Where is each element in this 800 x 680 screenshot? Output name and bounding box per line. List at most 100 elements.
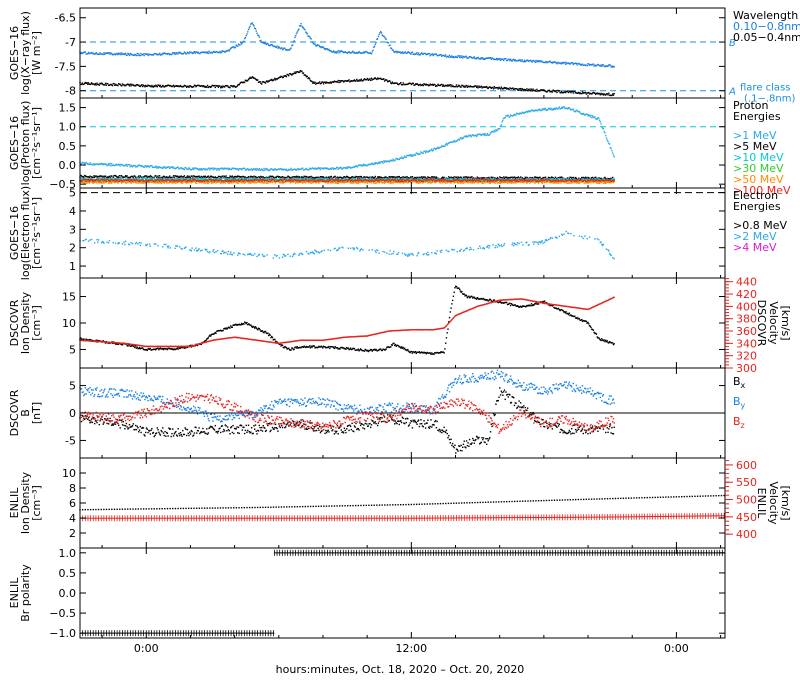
- data-point: [378, 33, 380, 36]
- data-point: [386, 41, 388, 43]
- data-point: [548, 178, 550, 180]
- data-point: [325, 179, 328, 182]
- data-point: [444, 54, 447, 56]
- data-point: [98, 53, 101, 55]
- data-point: [590, 181, 592, 184]
- data-point: [366, 52, 369, 54]
- data-point: [557, 178, 559, 180]
- data-point: [113, 179, 115, 182]
- data-point: [598, 178, 600, 181]
- data-point: [138, 84, 140, 86]
- data-point: [286, 49, 288, 51]
- data-point: [536, 177, 539, 179]
- data-point: [294, 72, 297, 75]
- data-point: [601, 180, 604, 182]
- data-point: [401, 51, 404, 53]
- data-point: [83, 181, 85, 184]
- data-point: [251, 22, 254, 24]
- data-point: [488, 176, 490, 179]
- data-point: [110, 175, 112, 177]
- data-point: [380, 180, 383, 183]
- data-point: [518, 59, 520, 62]
- data-point: [127, 176, 129, 179]
- data-point: [485, 181, 488, 183]
- data-point: [449, 179, 452, 182]
- data-point: [131, 53, 133, 56]
- data-point: [501, 121, 503, 123]
- data-point: [179, 84, 182, 87]
- data-point: [141, 180, 144, 182]
- data-point: [506, 182, 509, 184]
- data-point: [482, 133, 485, 135]
- data-point: [297, 177, 299, 179]
- data-point: [342, 81, 345, 83]
- data-point: [400, 176, 403, 179]
- data-point: [431, 53, 433, 56]
- data-point: [375, 177, 377, 180]
- data-point: [497, 57, 499, 60]
- data-point: [194, 178, 196, 180]
- data-point: [375, 162, 377, 164]
- data-point: [194, 180, 196, 183]
- data-point: [359, 79, 362, 82]
- data-point: [210, 179, 213, 181]
- data-point: [438, 181, 441, 184]
- data-point: [243, 178, 246, 180]
- data-point: [490, 131, 492, 133]
- data-point: [455, 180, 458, 183]
- data-point: [612, 181, 615, 184]
- data-point: [515, 176, 517, 179]
- data-point: [87, 180, 90, 182]
- data-point: [199, 85, 201, 87]
- data-point: [265, 167, 268, 170]
- data-point: [377, 177, 380, 179]
- data-point: [151, 180, 154, 183]
- data-point: [138, 177, 141, 179]
- data-point: [500, 177, 503, 179]
- data-point: [325, 177, 328, 180]
- data-point: [490, 58, 492, 60]
- data-point: [281, 168, 283, 171]
- data-point: [235, 168, 237, 170]
- data-point: [550, 108, 553, 111]
- data-point: [200, 177, 203, 179]
- data-point: [98, 175, 101, 178]
- data-point: [421, 83, 424, 86]
- data-point: [567, 177, 570, 180]
- data-point: [505, 87, 507, 89]
- data-point: [342, 181, 344, 184]
- data-point: [267, 182, 269, 185]
- data-point: [369, 52, 371, 54]
- data-point: [148, 53, 150, 55]
- data-point: [424, 180, 427, 183]
- data-point: [81, 82, 84, 84]
- data-point: [568, 182, 571, 184]
- data-point: [552, 89, 554, 91]
- data-point: [543, 108, 546, 111]
- data-point: [233, 47, 236, 49]
- data-point: [487, 177, 489, 179]
- data-point: [533, 60, 535, 62]
- data-point: [486, 132, 489, 135]
- data-point: [270, 176, 272, 178]
- data-point: [83, 176, 85, 179]
- data-point: [213, 181, 216, 183]
- data-point: [468, 178, 470, 180]
- data-point: [99, 163, 101, 165]
- data-point: [129, 178, 131, 181]
- data-point: [157, 182, 159, 184]
- data-point: [340, 80, 343, 82]
- data-point: [383, 161, 386, 163]
- data-point: [243, 167, 245, 169]
- data-point: [369, 163, 371, 166]
- data-point: [203, 181, 206, 184]
- data-point: [518, 113, 520, 115]
- data-point: [569, 176, 571, 178]
- data-point: [441, 54, 444, 57]
- data-point: [264, 82, 267, 84]
- data-point: [270, 44, 272, 46]
- data-point: [263, 177, 265, 179]
- data-point: [271, 78, 273, 81]
- data-point: [114, 182, 116, 184]
- data-point: [192, 86, 195, 88]
